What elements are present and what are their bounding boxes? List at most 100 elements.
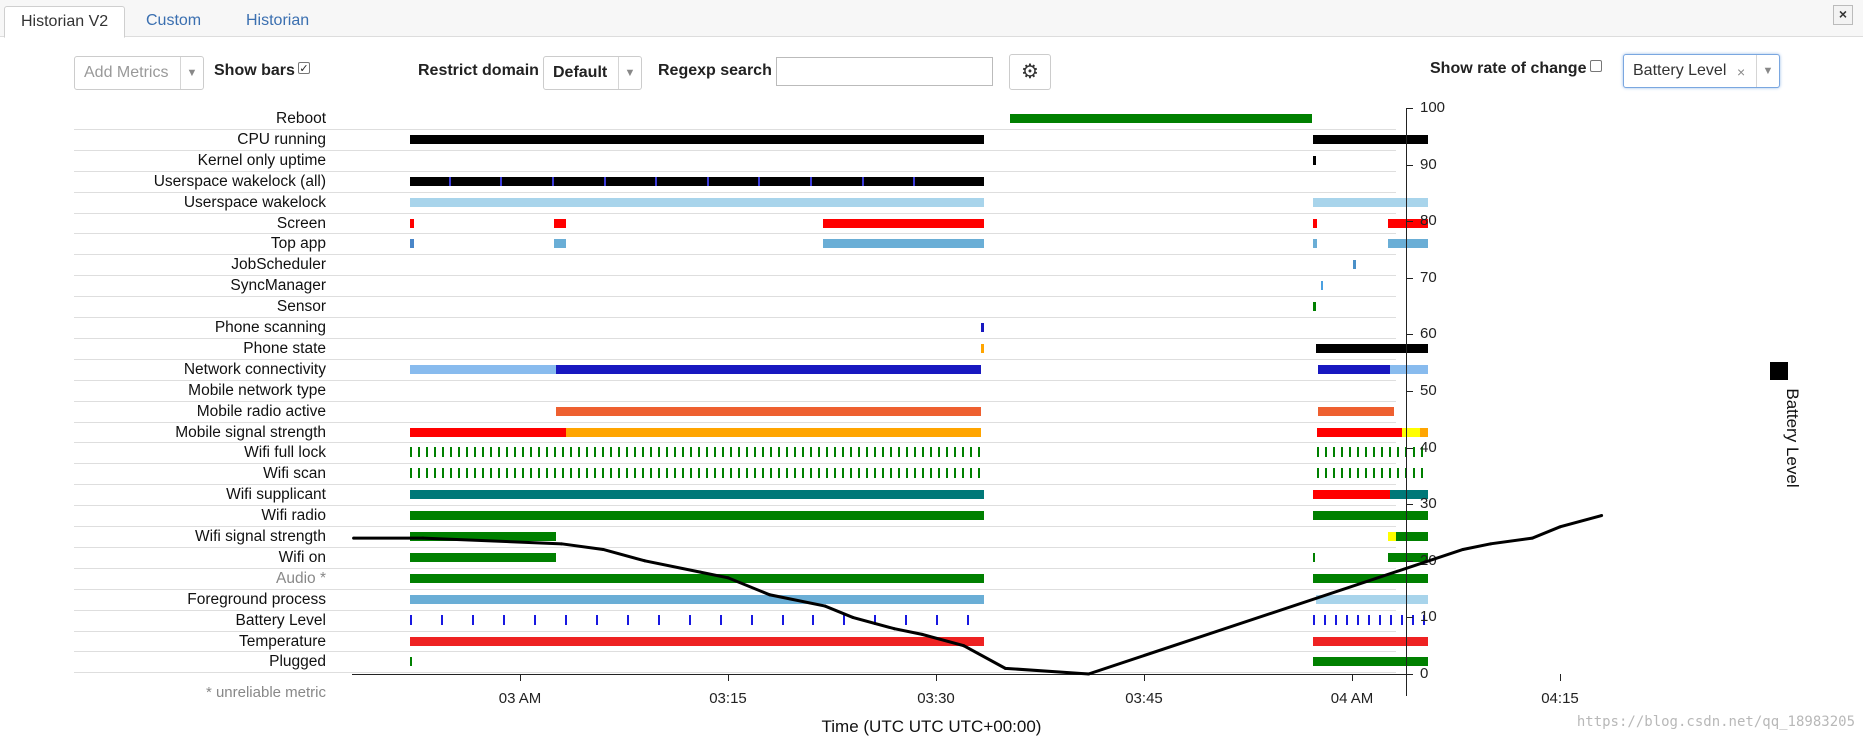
timeline-bar[interactable] <box>1313 218 1317 228</box>
timeline-tick[interactable] <box>889 468 892 479</box>
timeline-tick[interactable] <box>841 468 844 479</box>
timeline-tick[interactable] <box>937 468 940 479</box>
timeline-tick[interactable] <box>537 468 540 479</box>
timeline-tick[interactable] <box>577 468 580 479</box>
timeline-tick[interactable] <box>921 447 924 458</box>
timeline-bar[interactable] <box>822 239 985 249</box>
timeline-tick[interactable] <box>433 447 436 458</box>
timeline-bar[interactable] <box>1313 302 1316 312</box>
timeline-bar[interactable] <box>1313 490 1391 500</box>
timeline-tick[interactable] <box>577 447 580 458</box>
timeline-tick[interactable] <box>1316 447 1319 458</box>
timeline-tick[interactable] <box>609 447 612 458</box>
timeline-tick[interactable] <box>697 468 700 479</box>
timeline-tick[interactable] <box>737 447 740 458</box>
timeline-tick[interactable] <box>657 447 660 458</box>
timeline-tick[interactable] <box>681 447 684 458</box>
timeline-tick[interactable] <box>1356 614 1359 625</box>
timeline-tick[interactable] <box>849 447 852 458</box>
timeline-tick[interactable] <box>473 447 476 458</box>
timeline-bar[interactable] <box>981 343 985 353</box>
timeline-bar[interactable] <box>981 323 985 332</box>
timeline-tick[interactable] <box>857 447 860 458</box>
timeline-bar[interactable] <box>566 427 982 437</box>
timeline-bar[interactable] <box>1313 573 1428 583</box>
show-rate-of-change-checkbox[interactable] <box>1590 60 1602 72</box>
timeline-tick[interactable] <box>689 447 692 458</box>
timeline-tick[interactable] <box>502 614 505 625</box>
timeline-tick[interactable] <box>865 468 868 479</box>
timeline-tick[interactable] <box>913 447 916 458</box>
tab-custom[interactable]: Custom <box>146 12 202 29</box>
timeline-tick[interactable] <box>513 447 516 458</box>
timeline-bar[interactable] <box>1387 532 1396 541</box>
timeline-tick[interactable] <box>825 447 828 458</box>
timeline-tick[interactable] <box>777 447 780 458</box>
timeline-tick[interactable] <box>1388 468 1391 479</box>
timeline-tick[interactable] <box>945 447 948 458</box>
timeline-tick[interactable] <box>729 447 732 458</box>
timeline-bar[interactable] <box>1318 406 1395 416</box>
timeline-tick[interactable] <box>706 176 709 186</box>
timeline-tick[interactable] <box>861 176 864 186</box>
timeline-tick[interactable] <box>905 614 908 625</box>
timeline-tick[interactable] <box>745 468 748 479</box>
timeline-bar[interactable] <box>1390 490 1428 500</box>
timeline-bar[interactable] <box>410 218 414 228</box>
timeline-tick[interactable] <box>564 614 567 625</box>
timeline-bar[interactable] <box>1320 281 1324 291</box>
timeline-tick[interactable] <box>626 614 629 625</box>
timeline-tick[interactable] <box>745 447 748 458</box>
timeline-bar[interactable] <box>1313 657 1428 667</box>
timeline-tick[interactable] <box>465 468 468 479</box>
timeline-bar[interactable] <box>410 364 556 374</box>
timeline-tick[interactable] <box>569 447 572 458</box>
timeline-tick[interactable] <box>497 468 500 479</box>
timeline-tick[interactable] <box>1324 468 1327 479</box>
timeline-tick[interactable] <box>812 614 815 625</box>
timeline-tick[interactable] <box>1356 468 1359 479</box>
timeline-tick[interactable] <box>585 468 588 479</box>
timeline-tick[interactable] <box>529 447 532 458</box>
timeline-bar[interactable] <box>1009 114 1312 123</box>
timeline-tick[interactable] <box>533 614 536 625</box>
timeline-tick[interactable] <box>457 468 460 479</box>
timeline-tick[interactable] <box>761 447 764 458</box>
show-bars-checkbox[interactable]: ✓ <box>298 62 310 75</box>
timeline-bar[interactable] <box>1316 427 1402 437</box>
timeline-tick[interactable] <box>465 447 468 458</box>
timeline-tick[interactable] <box>551 176 554 186</box>
timeline-tick[interactable] <box>905 468 908 479</box>
timeline-tick[interactable] <box>448 176 451 186</box>
timeline-tick[interactable] <box>657 468 660 479</box>
timeline-bar[interactable] <box>410 490 985 500</box>
timeline-tick[interactable] <box>593 447 596 458</box>
timeline-tick[interactable] <box>781 614 784 625</box>
timeline-tick[interactable] <box>1364 447 1367 458</box>
timeline-tick[interactable] <box>1340 468 1343 479</box>
timeline-tick[interactable] <box>471 614 474 625</box>
timeline-tick[interactable] <box>1313 614 1315 625</box>
timeline-tick[interactable] <box>719 614 722 625</box>
timeline-tick[interactable] <box>449 468 452 479</box>
timeline-tick[interactable] <box>633 468 636 479</box>
timeline-tick[interactable] <box>713 468 716 479</box>
timeline-bar[interactable] <box>1313 155 1316 165</box>
timeline-tick[interactable] <box>865 447 868 458</box>
timeline-tick[interactable] <box>793 468 796 479</box>
timeline-tick[interactable] <box>1420 468 1423 479</box>
timeline-tick[interactable] <box>417 447 420 458</box>
timeline-tick[interactable] <box>905 447 908 458</box>
timeline-tick[interactable] <box>617 468 620 479</box>
timeline-tick[interactable] <box>881 447 884 458</box>
timeline-tick[interactable] <box>945 468 948 479</box>
timeline-tick[interactable] <box>441 468 444 479</box>
timeline-tick[interactable] <box>817 447 820 458</box>
timeline-bar[interactable] <box>1387 239 1428 249</box>
timeline-bar[interactable] <box>1315 594 1428 604</box>
timeline-bar[interactable] <box>410 552 556 562</box>
timeline-bar[interactable] <box>1395 532 1428 541</box>
timeline-tick[interactable] <box>417 468 420 479</box>
timeline-tick[interactable] <box>561 468 564 479</box>
timeline-tick[interactable] <box>1400 614 1403 625</box>
